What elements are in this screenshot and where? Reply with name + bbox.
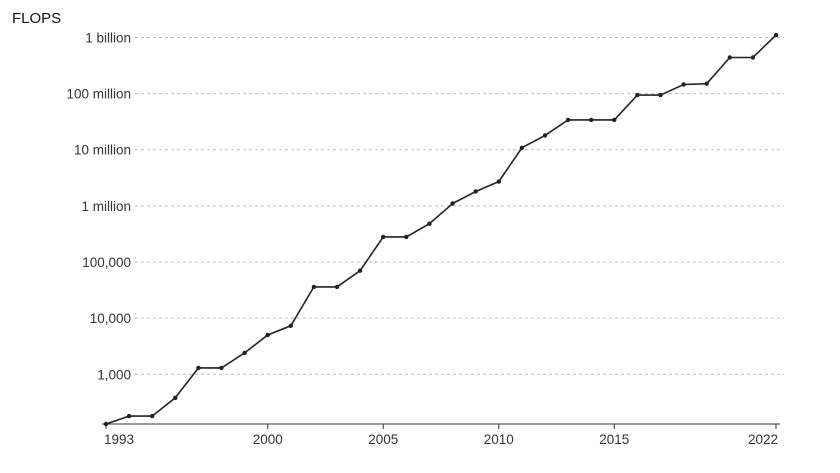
data-point: [381, 234, 386, 240]
y-tick-labels: 1,000 10,000 100,000 1 million 10 million 100…: [66, 30, 131, 382]
x-tick-label: 2015: [599, 432, 629, 447]
data-point: [219, 365, 224, 371]
data-point: [150, 413, 155, 419]
y-tick-label: 100,000: [82, 255, 131, 270]
x-tick-label: 2000: [253, 432, 283, 447]
data-point: [265, 332, 270, 338]
data-point: [589, 117, 594, 123]
x-tick-label: 1993: [104, 432, 134, 447]
x-tick-label: 2010: [484, 432, 514, 447]
data-point: [473, 189, 478, 194]
grid-lines: [135, 36, 784, 375]
data-point: [542, 133, 548, 138]
x-tick-labels: 1993 2000 2005 2010 2015 2022: [104, 424, 778, 447]
x-tick-label: 2005: [368, 432, 398, 447]
data-point: [103, 421, 109, 427]
data-point: [450, 201, 455, 206]
data-point: [773, 32, 779, 38]
data-point: [565, 117, 571, 123]
data-point: [519, 145, 525, 150]
data-point: [681, 82, 686, 87]
x-tick-label: 2022: [748, 432, 778, 447]
data-point: [173, 395, 178, 400]
data-point: [658, 92, 663, 98]
data-point: [357, 268, 363, 273]
y-tick-label: 100 million: [66, 87, 131, 102]
data-point: [750, 55, 756, 60]
y-tick-label: 10 million: [74, 143, 131, 158]
data-point: [196, 365, 201, 371]
data-point: [242, 350, 247, 356]
series-line: [105, 34, 777, 425]
y-tick-label: 1 million: [81, 199, 131, 214]
series: [103, 32, 779, 427]
data-point: [704, 81, 709, 86]
y-tick-label: 1,000: [97, 367, 131, 382]
data-point: [496, 179, 501, 184]
y-tick-label: 1 billion: [85, 30, 131, 45]
data-point: [311, 284, 317, 290]
data-point: [126, 413, 132, 419]
data-point: [288, 323, 293, 328]
data-point: [727, 55, 732, 60]
data-point: [612, 117, 617, 123]
data-point: [427, 221, 432, 226]
data-point: [334, 284, 340, 290]
y-tick-label: 10,000: [90, 311, 131, 326]
y-axis-label: FLOPS: [12, 10, 62, 27]
data-point: [635, 92, 640, 98]
data-point: [404, 234, 409, 240]
